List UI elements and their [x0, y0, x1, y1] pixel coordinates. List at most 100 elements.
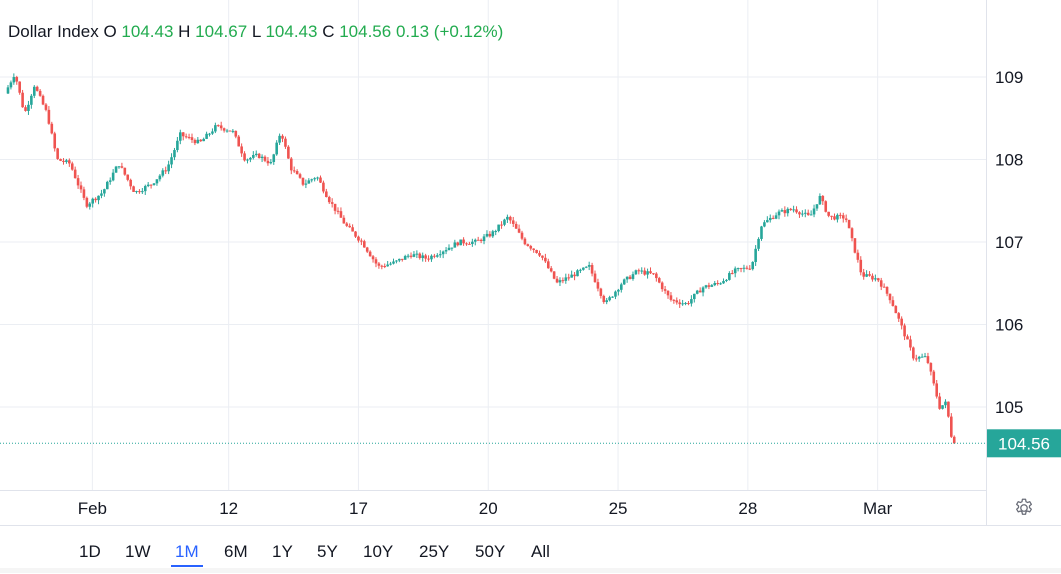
- candle-body: [684, 303, 687, 305]
- candle-body: [415, 253, 419, 255]
- candle-body: [438, 254, 442, 256]
- candle-body: [187, 136, 191, 138]
- legend-change-value: 0.13: [395, 22, 430, 41]
- candle-body: [398, 258, 401, 261]
- candle-body: [763, 222, 766, 227]
- candle-body: [15, 77, 19, 82]
- range-button-6m[interactable]: 6M: [224, 542, 248, 561]
- candle-body: [117, 166, 121, 168]
- candle-body: [246, 159, 249, 161]
- candle-body: [713, 283, 717, 286]
- candle-body: [257, 153, 261, 159]
- chart-area[interactable]: 105 106 107 108 109 Feb 12 17 20 25 28 Mar 104.56 Do…: [0, 0, 1061, 525]
- candle-body: [307, 180, 311, 184]
- candle-body: [879, 280, 883, 287]
- candle-body: [9, 82, 13, 88]
- candle-body: [114, 166, 118, 173]
- candle-body: [733, 268, 737, 274]
- candle-body: [88, 203, 92, 207]
- candle-body: [111, 172, 115, 181]
- candle-body: [292, 170, 296, 172]
- range-button-1d[interactable]: 1D: [79, 542, 101, 561]
- candle-body: [146, 184, 150, 187]
- candle-body: [377, 263, 381, 266]
- candle-body: [839, 214, 842, 216]
- candle-body: [882, 286, 886, 288]
- candle-body: [503, 219, 506, 225]
- candle-body: [336, 210, 340, 212]
- candle-body: [722, 280, 725, 284]
- candle-body: [660, 282, 664, 290]
- candle-body: [751, 261, 755, 270]
- candle-body: [135, 191, 138, 193]
- candle-body: [234, 130, 238, 137]
- candle-body: [418, 253, 422, 259]
- y-tick-label: 107: [995, 233, 1023, 252]
- candle-body: [766, 220, 769, 223]
- candle-body: [625, 276, 629, 280]
- candle-body: [272, 154, 276, 162]
- candle-body: [888, 293, 892, 301]
- candle-body: [275, 142, 278, 155]
- candle-body: [301, 177, 305, 185]
- candle-body: [710, 285, 714, 287]
- candle-body: [792, 209, 795, 211]
- candle-body: [214, 125, 217, 132]
- candle-body: [619, 284, 623, 290]
- candle-body: [260, 156, 264, 159]
- candle-body: [76, 178, 80, 186]
- candle-body: [736, 268, 740, 270]
- range-button-1w[interactable]: 1W: [125, 542, 151, 561]
- candle-body: [926, 356, 930, 364]
- gear-icon[interactable]: [1013, 497, 1035, 519]
- candle-body: [6, 87, 10, 94]
- legend-symbol: Dollar Index: [8, 22, 99, 41]
- candle-body: [141, 191, 144, 193]
- candle-body: [795, 209, 798, 213]
- candle-body: [228, 130, 232, 132]
- candle-body: [167, 164, 170, 172]
- candle-body: [768, 217, 772, 221]
- candle-body: [18, 81, 21, 93]
- candle-body: [672, 299, 676, 301]
- range-button-25y[interactable]: 25Y: [419, 542, 450, 561]
- candle-body: [748, 268, 752, 270]
- range-button-5y[interactable]: 5Y: [317, 542, 338, 561]
- candle-body: [830, 215, 833, 217]
- candle-body: [91, 198, 94, 204]
- candle-body: [427, 258, 430, 260]
- range-button-1y[interactable]: 1Y: [272, 542, 293, 561]
- candle-body: [725, 279, 728, 281]
- candle-body: [459, 239, 462, 246]
- range-button-50y[interactable]: 50Y: [475, 542, 506, 561]
- range-button-all[interactable]: All: [531, 542, 550, 561]
- candle-body: [152, 183, 156, 185]
- candle-body: [608, 297, 611, 301]
- candle-body: [479, 239, 483, 242]
- candle-body: [149, 184, 153, 186]
- candle-body: [222, 128, 226, 131]
- candle-body: [53, 133, 57, 149]
- candlestick-chart[interactable]: 105 106 107 108 109 Feb 12 17 20 25 28 Mar 104.56: [0, 0, 1061, 525]
- candle-body: [32, 86, 36, 96]
- candle-body: [30, 95, 33, 105]
- candle-body: [450, 247, 454, 249]
- candle-body: [41, 95, 45, 105]
- candle-body: [368, 251, 372, 257]
- candle-body: [132, 186, 135, 192]
- candle-body: [485, 233, 489, 237]
- range-button-1m[interactable]: 1M: [171, 539, 203, 567]
- candle-body: [859, 259, 863, 273]
- candle-body: [590, 265, 594, 274]
- candle-body: [853, 238, 857, 253]
- candle-body: [587, 265, 591, 267]
- range-button-10y[interactable]: 10Y: [363, 542, 394, 561]
- candle-body: [903, 325, 906, 337]
- candle-body: [783, 210, 787, 214]
- candle-body: [941, 405, 944, 409]
- legend-close-value: 104.56: [339, 22, 392, 41]
- candle-body: [637, 270, 641, 272]
- candle-body: [190, 137, 194, 140]
- candle-body: [929, 363, 933, 372]
- candle-body: [777, 211, 781, 216]
